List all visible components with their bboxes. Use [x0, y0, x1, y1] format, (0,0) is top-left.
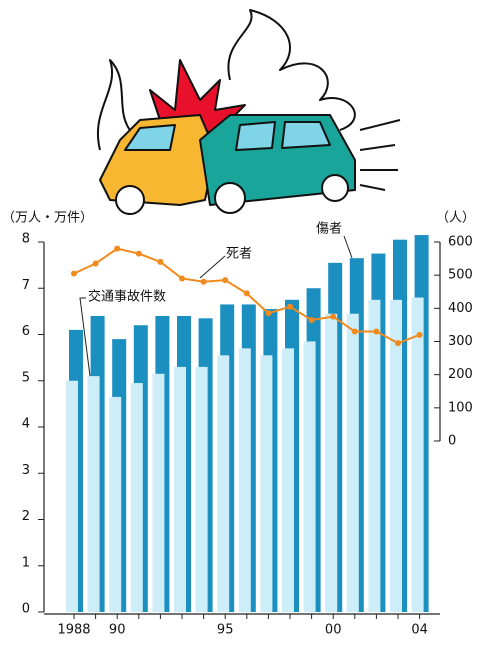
bar	[260, 355, 273, 612]
y2-tick-label: 300	[448, 334, 473, 349]
bar	[130, 383, 143, 612]
line-point	[157, 258, 164, 265]
bar	[303, 341, 316, 612]
y2-tick-label: 200	[448, 367, 473, 382]
line-point	[200, 278, 207, 285]
line-point	[373, 328, 380, 335]
x-tick-label: 95	[217, 623, 234, 638]
y2-tick-label: 600	[448, 235, 473, 250]
y-tick-label: 0	[22, 602, 30, 617]
bar	[109, 396, 122, 612]
line-point	[243, 290, 250, 297]
bar	[282, 348, 294, 612]
bar	[390, 299, 402, 612]
line-point	[351, 328, 358, 335]
bar	[238, 348, 251, 612]
y-tick-label: 7	[22, 278, 30, 293]
bar	[368, 299, 381, 612]
leader-line	[199, 255, 226, 279]
y2-tick-label: 0	[448, 434, 456, 449]
y-axis-title: （万人・万件）	[2, 211, 93, 226]
bar	[152, 373, 165, 612]
bar	[174, 366, 186, 612]
y-tick-label: 6	[22, 324, 30, 339]
line-point	[92, 260, 99, 267]
y2-tick-label: 500	[448, 268, 473, 283]
y-tick-label: 5	[22, 370, 30, 385]
y2-tick-label: 400	[448, 301, 473, 316]
bar	[195, 366, 208, 612]
crash-illustration	[97, 9, 401, 215]
y-tick-label: 4	[22, 417, 30, 432]
x-tick-label: 00	[325, 623, 342, 638]
leader-line	[79, 297, 91, 377]
line-point	[114, 245, 121, 252]
line-point	[222, 277, 229, 284]
y-tick-label: 1	[22, 555, 30, 570]
x-tick-label: 90	[109, 623, 126, 638]
leader-line	[343, 235, 353, 259]
line-point	[179, 275, 185, 282]
y-tick-label: 2	[22, 509, 30, 524]
bar	[66, 380, 78, 612]
line-point	[308, 316, 315, 323]
bar	[411, 297, 424, 612]
annotation: 死者	[226, 247, 252, 262]
y-tick-label: 3	[22, 463, 30, 478]
line-point	[135, 250, 142, 257]
line-point	[330, 313, 337, 320]
line-point	[71, 270, 77, 277]
y-tick-label: 8	[22, 232, 30, 247]
line-point	[416, 331, 423, 338]
bar	[346, 313, 359, 612]
annotation: 傷者	[316, 222, 342, 237]
y2-axis-title: （人）	[436, 211, 475, 226]
y2-tick-label: 100	[448, 400, 473, 415]
line-point	[395, 340, 401, 347]
x-tick-label: 1988	[57, 623, 90, 638]
annotation: 交通事故件数	[88, 289, 166, 305]
bar	[217, 355, 230, 612]
bar	[325, 313, 338, 612]
line-point	[287, 303, 293, 310]
plot	[66, 235, 429, 612]
line-point	[265, 310, 272, 317]
bar	[87, 376, 100, 612]
x-tick-label: 04	[411, 623, 428, 638]
